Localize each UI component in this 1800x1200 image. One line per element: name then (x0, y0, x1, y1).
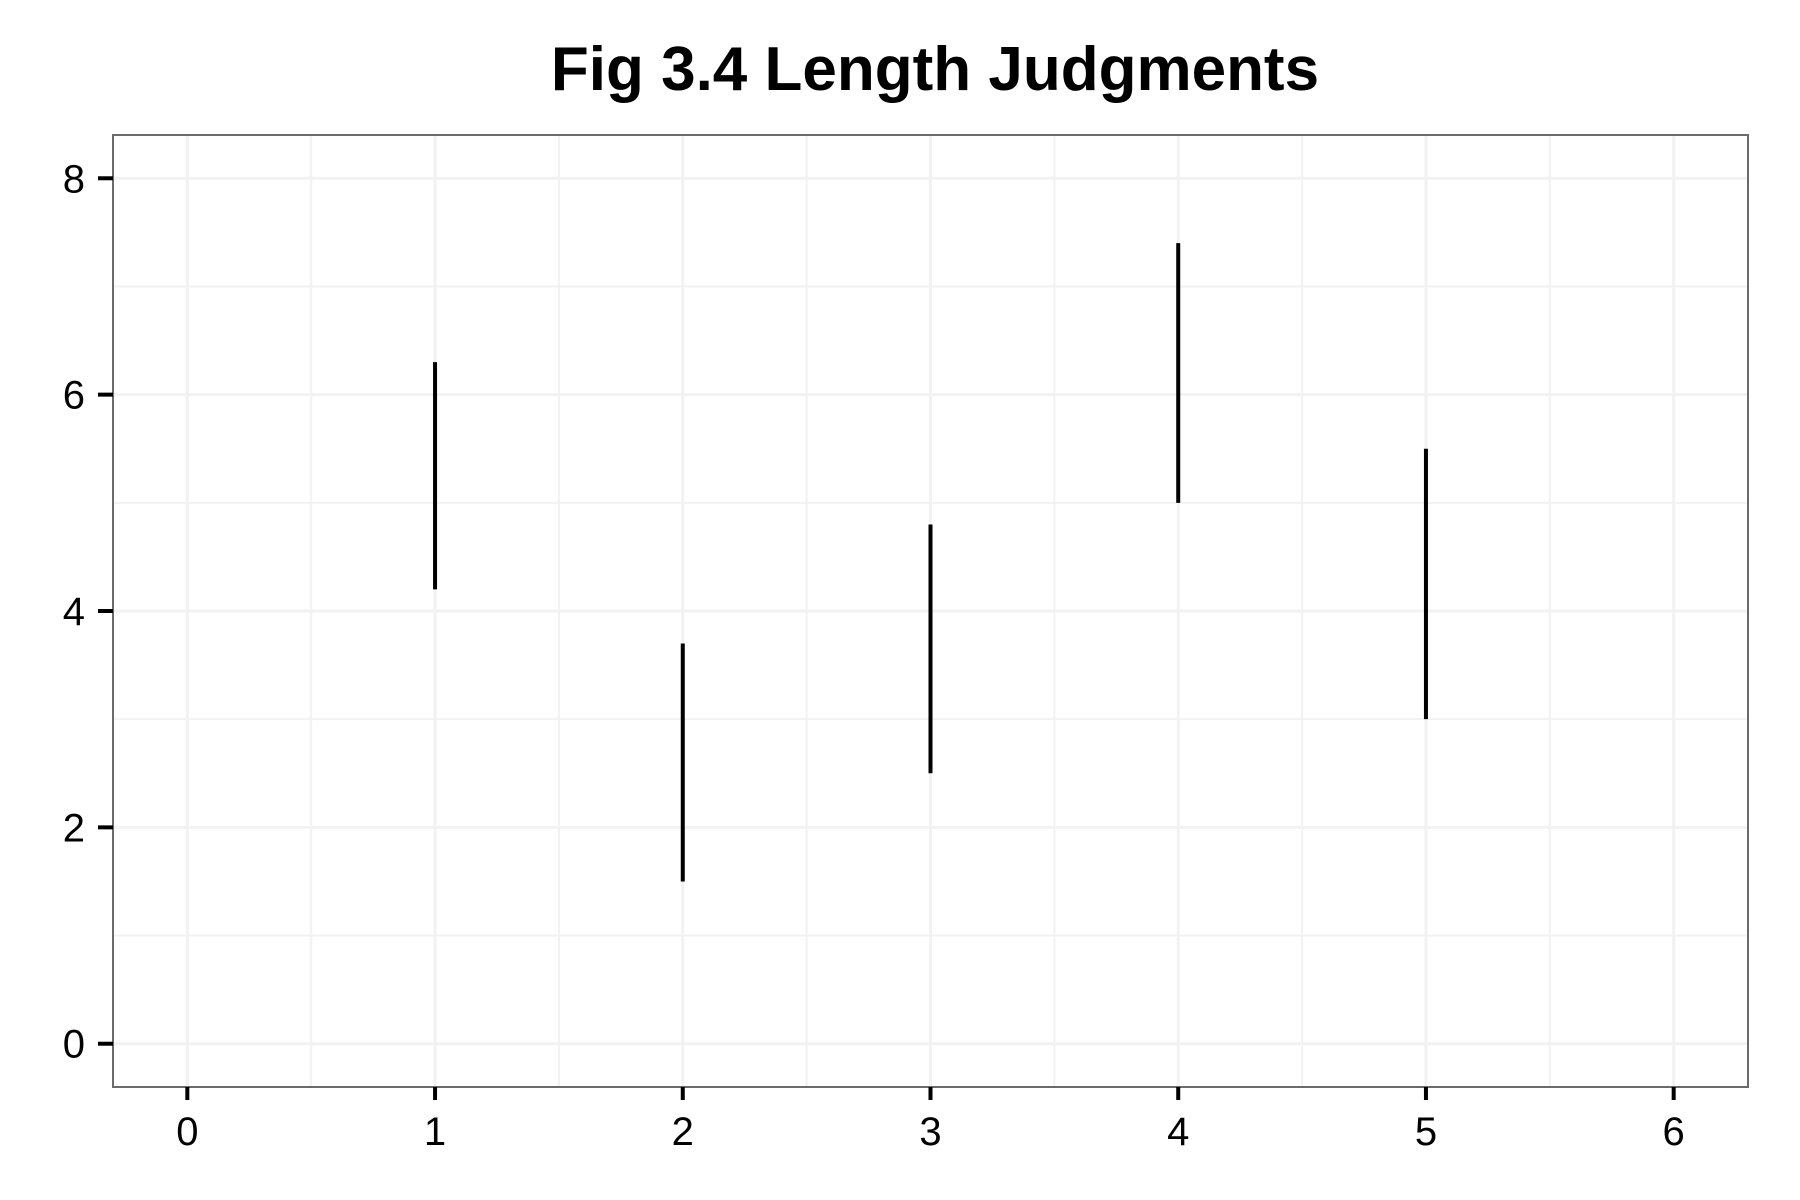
chart-title: Fig 3.4 Length Judgments (551, 35, 1319, 104)
x-tick-label: 3 (919, 1110, 941, 1154)
y-tick-label: 6 (63, 374, 85, 418)
segment-layer (433, 243, 1428, 882)
y-tick-label: 0 (63, 1023, 85, 1067)
x-tick-label: 0 (176, 1110, 198, 1154)
y-tick-label: 2 (63, 806, 85, 850)
x-tick-label: 4 (1167, 1110, 1189, 1154)
y-tick-label: 8 (63, 157, 85, 201)
axis-layer: 0 1 2 3 4 5 6 0 2 4 6 8 (63, 157, 1685, 1154)
x-tick-label: 2 (672, 1110, 694, 1154)
x-tick-label: 1 (424, 1110, 446, 1154)
y-tick-label: 4 (63, 590, 85, 634)
x-tick-label: 5 (1415, 1110, 1437, 1154)
x-tick-label: 6 (1663, 1110, 1685, 1154)
